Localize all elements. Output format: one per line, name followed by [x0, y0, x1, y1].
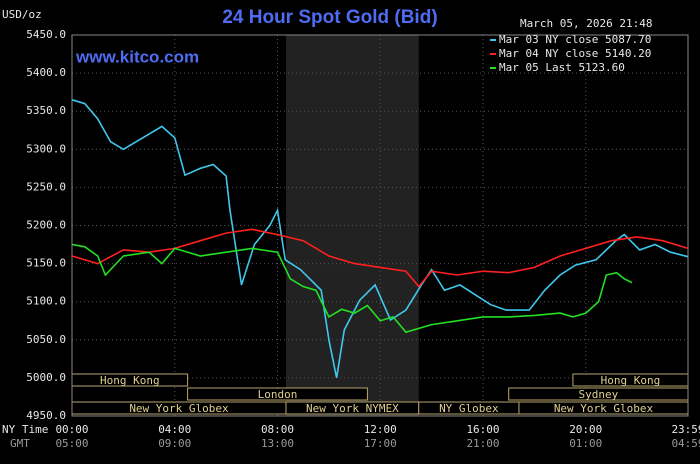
price-line: [71, 99, 689, 379]
price-line: [71, 228, 689, 288]
x-tick-label: 04:00: [158, 423, 191, 436]
session-label: New York Globex: [129, 402, 229, 415]
y-tick-label: 4950.0: [26, 409, 66, 422]
y-tick-label: 5300.0: [26, 142, 66, 155]
session-label: London: [258, 388, 298, 401]
chart-title: 24 Hour Spot Gold (Bid): [222, 7, 437, 28]
session-label: NY Globex: [439, 402, 499, 415]
timestamp: March 05, 2026 21:48: [520, 17, 652, 30]
price-line: [71, 243, 633, 334]
gmt-tick-label: 17:00: [364, 437, 397, 450]
x-tick-label: 00:00: [55, 423, 88, 436]
y-tick-label: 5150.0: [26, 257, 66, 270]
plot-frame: [71, 34, 689, 417]
session-label: New York NYMEX: [306, 402, 399, 415]
x-axis-label: GMT: [10, 437, 30, 450]
y-tick-label: 5400.0: [26, 66, 66, 79]
session-bar: [187, 387, 368, 401]
x-tick-label: 08:00: [261, 423, 294, 436]
x-tick-label: 12:00: [364, 423, 397, 436]
legend-label: Mar 05 Last 5123.60: [499, 61, 625, 74]
legend-label: Mar 04 NY close 5140.20: [499, 47, 651, 60]
session-label: New York Globex: [554, 402, 654, 415]
y-tick-label: 5200.0: [26, 219, 66, 232]
gmt-tick-label: 21:00: [466, 437, 499, 450]
gmt-tick-label: 13:00: [261, 437, 294, 450]
gmt-tick-label: 05:00: [55, 437, 88, 450]
x-tick-label: 23:59: [671, 423, 700, 436]
y-tick-label: 5050.0: [26, 333, 66, 346]
y-tick-label: 5100.0: [26, 295, 66, 308]
y-tick-label: 5350.0: [26, 104, 66, 117]
site-label: www.kitco.com: [75, 47, 199, 66]
session-label: Hong Kong: [601, 374, 661, 387]
session-label: Hong Kong: [100, 374, 160, 387]
unit-label: USD/oz: [2, 8, 42, 21]
y-tick-label: 5250.0: [26, 180, 66, 193]
y-tick-label: 5450.0: [26, 28, 66, 41]
x-axis-label: NY Time: [2, 423, 48, 436]
gmt-tick-label: 09:00: [158, 437, 191, 450]
session-label: Sydney: [578, 388, 618, 401]
legend-label: Mar 03 NY close 5087.70: [499, 33, 651, 46]
y-tick-label: 5000.0: [26, 371, 66, 384]
gmt-tick-label: 04:59: [671, 437, 700, 450]
x-tick-label: 16:00: [466, 423, 499, 436]
x-tick-label: 20:00: [569, 423, 602, 436]
gmt-tick-label: 01:00: [569, 437, 602, 450]
